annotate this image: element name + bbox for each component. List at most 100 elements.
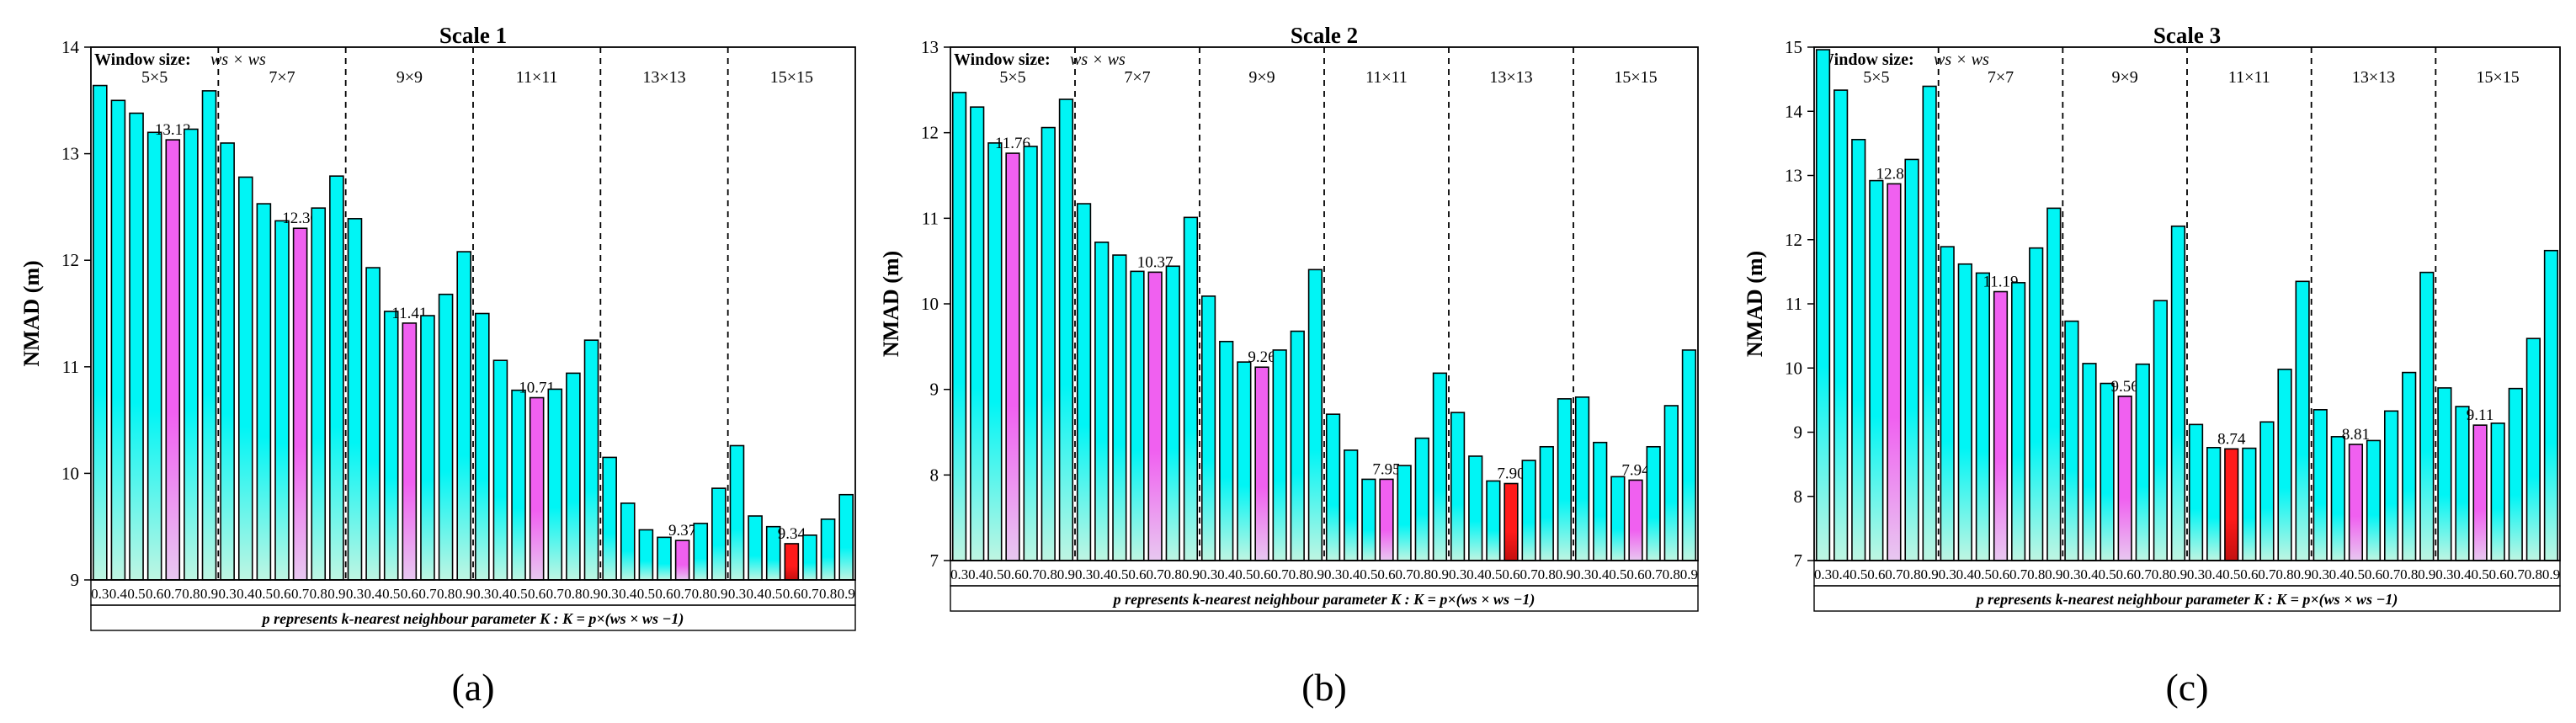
x-tick-label: 0.8 xyxy=(1903,566,1920,582)
bar xyxy=(1147,271,1163,561)
bar xyxy=(2153,300,2168,561)
x-tick-label: 0.3 xyxy=(91,586,109,602)
group-label: 11×11 xyxy=(516,68,558,87)
x-tick-label: 0.9 xyxy=(2169,566,2187,582)
bar xyxy=(420,315,435,581)
data-label: 7.94 xyxy=(1621,461,1650,479)
bar xyxy=(1397,465,1412,561)
bar xyxy=(220,142,235,581)
bar xyxy=(1076,203,1092,561)
x-tick-label: 0.7 xyxy=(291,586,310,602)
bar xyxy=(1940,246,1955,561)
x-tick-label: 0.5 xyxy=(1850,566,1867,582)
x-tick-label: 0.3 xyxy=(219,586,237,602)
y-axis-label: NMAD (m) xyxy=(879,251,903,357)
bar xyxy=(311,207,327,581)
x-tick-label: 0.8 xyxy=(1040,566,1057,582)
data-label: 9.11 xyxy=(2467,407,2494,424)
bar xyxy=(802,534,817,581)
x-tick-label: 0.6 xyxy=(1003,566,1021,582)
y-tick-label: 13 xyxy=(61,144,79,164)
x-tick-label: 0.8 xyxy=(310,586,327,602)
x-tick-label: 0.7 xyxy=(1885,566,1903,582)
x-tick-label: 0.8 xyxy=(2525,566,2542,582)
bar xyxy=(2064,320,2079,561)
data-label: 13.13 xyxy=(155,121,191,139)
bar xyxy=(1414,437,1429,561)
y-tick-label: 15 xyxy=(1785,37,1802,57)
bar xyxy=(2490,423,2505,561)
data-label: 7.90 xyxy=(1497,465,1525,483)
bar xyxy=(2029,247,2044,561)
bar xyxy=(638,529,654,581)
bar xyxy=(402,322,418,581)
x-tick-label: 0.8 xyxy=(564,586,582,602)
x-tick-label: 0.7 xyxy=(673,586,692,602)
bar xyxy=(1521,460,1536,561)
group-label: 15×15 xyxy=(1614,68,1657,87)
x-tick-label: 0.6 xyxy=(273,586,290,602)
y-tick-label: 11 xyxy=(922,208,939,228)
bar xyxy=(1165,265,1180,561)
bar xyxy=(2313,409,2328,561)
bar xyxy=(2437,387,2452,561)
y-tick-label: 7 xyxy=(930,550,939,571)
x-tick-label: 0.4 xyxy=(2453,566,2472,582)
x-axis-note: p represents k-nearest neighbour paramet… xyxy=(1112,591,1535,609)
x-tick-label: 0.6 xyxy=(1626,566,1644,582)
x-tick-label: 0.9 xyxy=(583,586,600,602)
x-tick-label: 0.3 xyxy=(2062,566,2080,582)
panel-3: Scale 3 NMAD (m) 7 8 9 10 11 12 13 14 15 Window siz… xyxy=(1743,23,2561,709)
x-tick-label: 0.4 xyxy=(619,586,637,602)
x-tick-label: 0.8 xyxy=(1164,566,1182,582)
bar xyxy=(2206,446,2222,561)
bar xyxy=(1200,295,1216,561)
x-tick-label: 0.5 xyxy=(2222,566,2240,582)
x-tick-label: 0.6 xyxy=(2489,566,2507,582)
x-tick-label: 0.4 xyxy=(2080,566,2099,582)
bar xyxy=(2508,387,2523,561)
bar xyxy=(1957,263,1972,561)
x-tick-label: 0.5 xyxy=(509,586,527,602)
x-tick-label: 0.3 xyxy=(1449,566,1466,582)
bar xyxy=(693,523,709,581)
data-label: 7.95 xyxy=(1372,460,1400,478)
bar xyxy=(383,311,399,581)
group-label: 5×5 xyxy=(141,68,168,87)
x-tick-label: 0.4 xyxy=(1217,566,1236,582)
x-tick-label: 0.7 xyxy=(2258,566,2276,582)
group-label: 9×9 xyxy=(1248,68,1275,87)
x-tick-label: 0.5 xyxy=(127,586,145,602)
x-tick-label: 0.9 xyxy=(1307,566,1324,582)
x-tick-label: 0.4 xyxy=(237,586,255,602)
bar xyxy=(748,515,763,581)
bar xyxy=(1290,330,1305,561)
x-tick-label: 0.5 xyxy=(1974,566,1992,582)
bar xyxy=(438,293,454,581)
y-tick-label: 8 xyxy=(930,465,939,485)
bar xyxy=(1094,241,1110,561)
bar xyxy=(1610,476,1626,561)
bar xyxy=(1851,139,1866,561)
x-tick-label: 0.3 xyxy=(2312,566,2329,582)
y-axis-label: NMAD (m) xyxy=(1743,251,1767,357)
y-tick-label: 12 xyxy=(1785,230,1802,250)
x-tick-label: 0.6 xyxy=(2365,566,2382,582)
bar xyxy=(566,372,581,581)
x-tick-label: 0.7 xyxy=(546,586,565,602)
group-label: 13×13 xyxy=(642,68,685,87)
x-tick-label: 0.5 xyxy=(764,586,782,602)
bar xyxy=(711,487,726,581)
x-tick-label: 0.7 xyxy=(2134,566,2153,582)
x-tick-label: 0.9 xyxy=(200,586,218,602)
bar xyxy=(729,444,745,581)
chart-title: Scale 3 xyxy=(2153,23,2221,48)
x-tick-label: 0.8 xyxy=(1663,566,1680,582)
window-size-label: Window size: xyxy=(94,51,191,69)
x-tick-label: 0.7 xyxy=(1147,566,1165,582)
bar xyxy=(1975,272,1991,561)
bar xyxy=(2010,282,2026,561)
panel-2: Scale 2 NMAD (m) 7 8 9 10 11 12 13 Window size: ws… xyxy=(879,23,1699,709)
x-tick-label: 0.9 xyxy=(1920,566,1938,582)
